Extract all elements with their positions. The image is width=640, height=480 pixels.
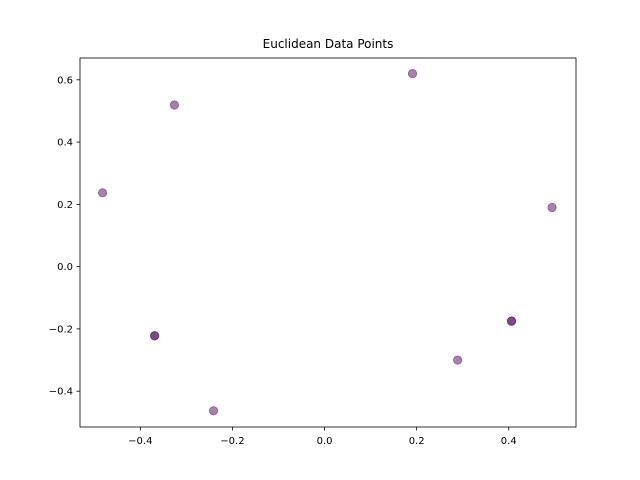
y-tick-label: 0.2	[57, 200, 73, 211]
data-point	[506, 316, 517, 326]
x-tick-label: −0.4	[128, 436, 152, 447]
y-tick-label: 0.4	[57, 138, 73, 149]
data-point	[97, 188, 108, 198]
data-point	[169, 100, 180, 110]
y-tick-label: 0.0	[57, 262, 73, 273]
data-point	[208, 406, 219, 416]
data-point	[453, 355, 463, 365]
data-point	[407, 68, 418, 79]
y-axis: −0.4 −0.2 0.0 0.2 0.4 0.6	[49, 75, 80, 398]
x-axis: −0.4 −0.2 0.0 0.2 0.4	[128, 427, 517, 447]
plot-area-frame	[79, 57, 577, 428]
y-tick-label: 0.6	[57, 75, 73, 86]
x-tick-label: 0.2	[409, 436, 425, 447]
chart-title: Euclidean Data Points	[263, 37, 394, 51]
y-tick-label: −0.2	[49, 324, 73, 335]
data-point	[150, 331, 160, 341]
x-tick-label: −0.2	[220, 436, 244, 447]
x-tick-label: 0.4	[501, 436, 517, 447]
data-points	[97, 68, 557, 416]
x-tick-label: 0.0	[317, 436, 333, 447]
y-tick-label: −0.4	[49, 387, 73, 398]
data-point	[547, 202, 557, 213]
